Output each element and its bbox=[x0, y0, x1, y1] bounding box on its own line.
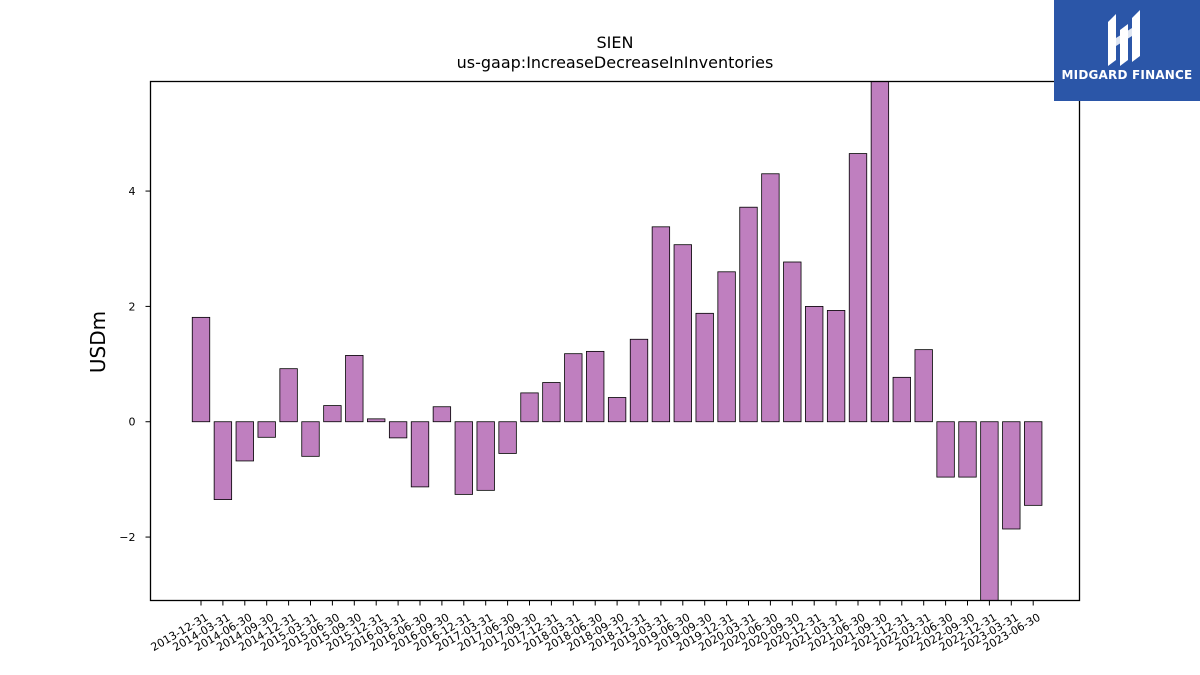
bar-2014-09-30 bbox=[257, 421, 276, 438]
bar-2017-09-30 bbox=[520, 392, 539, 423]
bar-2018-09-30 bbox=[607, 397, 627, 423]
bar-2019-03-31 bbox=[651, 226, 671, 423]
bar-2018-06-30 bbox=[586, 350, 605, 423]
bar-2018-12-31 bbox=[629, 338, 649, 423]
bars-group bbox=[191, 81, 1043, 601]
y-axis: −2 0 2 4 bbox=[119, 185, 151, 544]
bar-2022-12-31 bbox=[980, 421, 999, 601]
bar-2021-09-30 bbox=[870, 81, 890, 423]
bar-2019-09-30 bbox=[695, 312, 714, 423]
x-axis: 2013-12-312014-03-312014-06-302014-09-30… bbox=[149, 600, 1043, 654]
bar-2020-06-30 bbox=[761, 173, 780, 423]
bar-2017-03-31 bbox=[476, 421, 495, 491]
bar-2014-03-31 bbox=[213, 421, 233, 500]
bar-2015-03-31 bbox=[301, 421, 320, 457]
y-tick-label: 0 bbox=[129, 416, 136, 429]
bar-2015-06-30 bbox=[323, 405, 342, 423]
midgard-logo-icon bbox=[1108, 10, 1140, 66]
y-tick-label: 2 bbox=[129, 300, 136, 313]
bar-2021-12-31 bbox=[892, 376, 911, 423]
plot-frame bbox=[149, 80, 1081, 602]
y-tick-label: −2 bbox=[119, 531, 135, 544]
chart-title: SIEN bbox=[597, 33, 634, 52]
bar-2020-03-31 bbox=[739, 206, 758, 423]
bar-2021-03-31 bbox=[826, 310, 846, 423]
bar-2018-03-31 bbox=[564, 353, 583, 423]
bar-2014-06-30 bbox=[235, 421, 254, 462]
bar-2016-06-30 bbox=[410, 421, 430, 488]
bar-2014-12-31 bbox=[279, 368, 298, 423]
bar-2016-09-30 bbox=[432, 406, 452, 423]
bar-2023-06-30 bbox=[1024, 421, 1043, 506]
bar-2017-12-31 bbox=[542, 382, 561, 423]
bar-2022-03-31 bbox=[914, 349, 933, 423]
y-axis-label: USDm bbox=[86, 311, 110, 373]
y-tick-label: 4 bbox=[129, 185, 136, 198]
bar-2017-06-30 bbox=[498, 421, 517, 454]
bar-2015-12-31 bbox=[367, 418, 386, 423]
bar-2019-12-31 bbox=[717, 271, 736, 423]
bar-2013-12-31 bbox=[191, 316, 211, 423]
bar-2020-12-31 bbox=[805, 305, 824, 423]
logo-text: MIDGARD FINANCE bbox=[1061, 68, 1193, 82]
bar-2016-03-31 bbox=[388, 421, 408, 439]
bar-2016-12-31 bbox=[454, 421, 473, 495]
bar-2020-09-30 bbox=[783, 261, 802, 423]
bar-2022-06-30 bbox=[936, 421, 955, 478]
bar-2015-09-30 bbox=[345, 355, 364, 423]
bar-2022-09-30 bbox=[958, 421, 977, 478]
chart-subtitle: us-gaap:IncreaseDecreaseInInventories bbox=[457, 53, 774, 72]
bar-2021-06-30 bbox=[848, 153, 868, 423]
brand-logo: MIDGARD FINANCE bbox=[1054, 0, 1200, 101]
bar-2019-06-30 bbox=[673, 244, 692, 423]
bar-2023-03-31 bbox=[1002, 421, 1021, 530]
